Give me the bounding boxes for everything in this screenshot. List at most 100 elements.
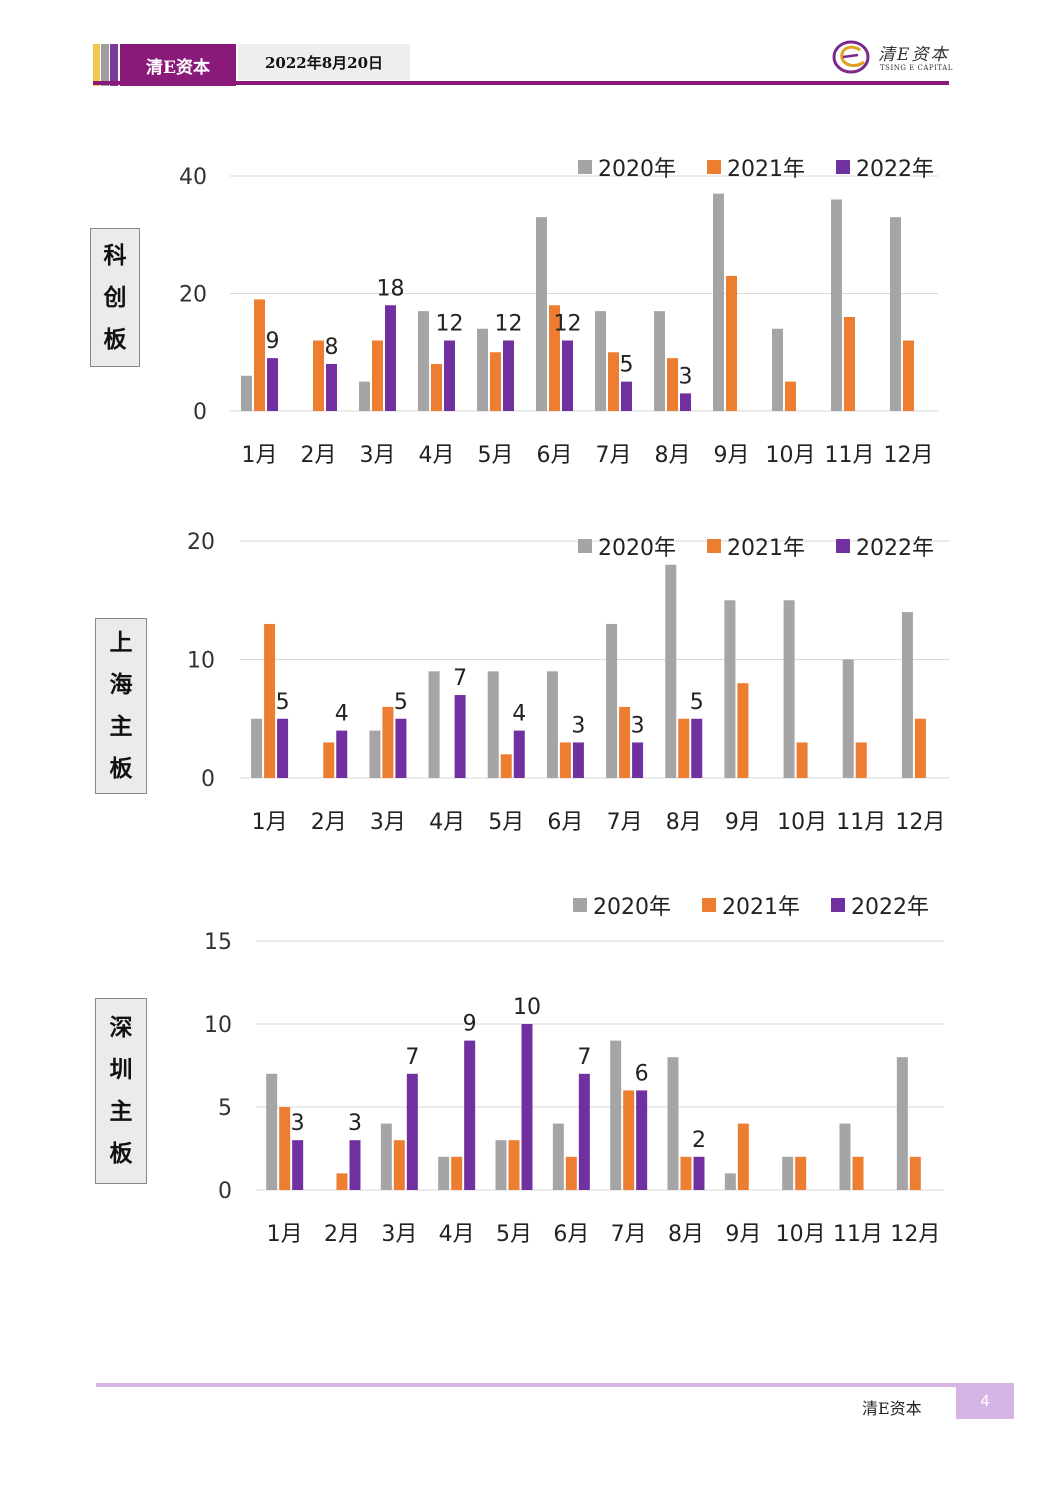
bar-2020年-3月 — [359, 381, 370, 411]
x-tick-label: 10月 — [776, 1222, 826, 1247]
legend-label: 2021年 — [727, 157, 805, 182]
x-tick-label: 7月 — [596, 443, 632, 468]
logo-chinese-text: 清E资本 — [878, 45, 950, 65]
chart2-side-label: 上海主板 — [95, 618, 147, 794]
bar-2021年-3月 — [372, 340, 383, 411]
x-tick-label: 4月 — [429, 810, 465, 835]
bar-2021年-11月 — [855, 742, 867, 778]
x-tick-label: 10月 — [766, 443, 816, 468]
bar-2020年-12月 — [901, 612, 913, 778]
bar-2021年-2月 — [313, 340, 324, 411]
bar-2020年-6月 — [546, 671, 558, 778]
y-tick-label: 40 — [179, 165, 207, 190]
bar-2022年-7月 — [632, 742, 644, 778]
bar-2021年-12月 — [909, 1156, 921, 1190]
bar-2021年-11月 — [852, 1156, 864, 1190]
bar-2021年-6月 — [565, 1156, 577, 1190]
bar-2022年-3月 — [385, 305, 396, 411]
data-label: 9 — [266, 329, 280, 354]
bar-2020年-11月 — [831, 199, 842, 411]
data-label: 12 — [436, 312, 464, 337]
x-tick-label: 1月 — [242, 443, 278, 468]
x-tick-label: 7月 — [607, 810, 643, 835]
y-tick-label: 20 — [187, 530, 215, 555]
bar-2021年-10月 — [795, 1156, 807, 1190]
data-label: 8 — [325, 335, 339, 360]
bar-2020年-5月 — [487, 671, 499, 778]
bar-2022年-5月 — [521, 1024, 533, 1190]
data-label: 3 — [291, 1111, 305, 1136]
legend-label: 2021年 — [722, 895, 800, 920]
legend-label: 2022年 — [856, 157, 934, 182]
x-tick-label: 10月 — [777, 810, 827, 835]
data-label: 3 — [571, 713, 585, 738]
bar-2021年-1月 — [254, 299, 265, 411]
data-label: 3 — [679, 364, 693, 389]
x-tick-label: 12月 — [890, 1222, 940, 1247]
bar-2021年-4月 — [451, 1156, 463, 1190]
data-label: 2 — [692, 1128, 706, 1153]
bar-2022年-8月 — [693, 1156, 705, 1190]
bar-2022年-1月 — [292, 1140, 304, 1190]
header-brand: 清E资本 — [120, 44, 236, 86]
x-tick-label: 3月 — [370, 810, 406, 835]
x-tick-label: 3月 — [381, 1222, 417, 1247]
bar-2020年-1月 — [266, 1073, 278, 1190]
side-label-char: 板 — [103, 326, 127, 353]
bar-2021年-7月 — [623, 1090, 635, 1190]
y-tick-label: 20 — [179, 283, 207, 308]
side-label-char: 板 — [109, 1141, 133, 1167]
bar-2020年-8月 — [654, 311, 665, 411]
data-label: 9 — [463, 1012, 477, 1037]
bar-2020年-12月 — [896, 1057, 908, 1190]
bar-2021年-10月 — [785, 381, 796, 411]
legend-swatch — [836, 160, 850, 174]
bar-2021年-1月 — [279, 1107, 291, 1190]
bar-2022年-6月 — [562, 340, 573, 411]
bar-2022年-6月 — [578, 1073, 590, 1190]
y-tick-label: 10 — [204, 1013, 232, 1038]
company-logo-icon — [832, 40, 870, 74]
legend-label: 2020年 — [598, 536, 676, 561]
bar-2022年-1月 — [267, 358, 278, 411]
bar-2021年-9月 — [737, 683, 749, 778]
bar-2021年-3月 — [393, 1140, 405, 1190]
bar-2021年-9月 — [737, 1123, 749, 1190]
bar-2021年-7月 — [608, 352, 619, 411]
bar-2020年-10月 — [783, 600, 795, 778]
bar-2020年-9月 — [713, 193, 724, 411]
bar-2020年-7月 — [606, 623, 618, 778]
side-label-char: 主 — [109, 1099, 133, 1125]
header-accent-purple — [110, 44, 118, 86]
x-tick-label: 6月 — [547, 810, 583, 835]
y-tick-label: 10 — [187, 649, 215, 674]
bar-2021年-2月 — [323, 742, 335, 778]
bar-2020年-5月 — [495, 1140, 507, 1190]
bar-2021年-10月 — [796, 742, 808, 778]
bar-2022年-3月 — [406, 1073, 418, 1190]
bar-2022年-4月 — [464, 1040, 476, 1190]
bar-2020年-4月 — [438, 1156, 450, 1190]
y-tick-label: 0 — [218, 1179, 232, 1204]
bar-2021年-11月 — [844, 317, 855, 411]
data-label: 6 — [635, 1061, 649, 1086]
side-label-char: 圳 — [109, 1057, 133, 1083]
x-tick-label: 4月 — [419, 443, 455, 468]
legend-swatch — [707, 160, 721, 174]
bar-2022年-4月 — [444, 340, 455, 411]
legend-swatch — [578, 160, 592, 174]
x-tick-label: 9月 — [714, 443, 750, 468]
x-tick-label: 2月 — [311, 810, 347, 835]
x-tick-label: 4月 — [439, 1222, 475, 1247]
page-number: 4 — [956, 1383, 1014, 1419]
data-label: 4 — [512, 702, 526, 727]
bar-2021年-8月 — [667, 358, 678, 411]
bar-2020年-8月 — [667, 1057, 679, 1190]
header-date: 2022年8月20日 — [238, 44, 410, 80]
side-label-char: 创 — [103, 284, 127, 311]
bar-2020年-3月 — [380, 1123, 392, 1190]
data-label: 18 — [377, 276, 405, 301]
data-label: 5 — [394, 690, 408, 715]
bar-2022年-8月 — [691, 718, 703, 778]
